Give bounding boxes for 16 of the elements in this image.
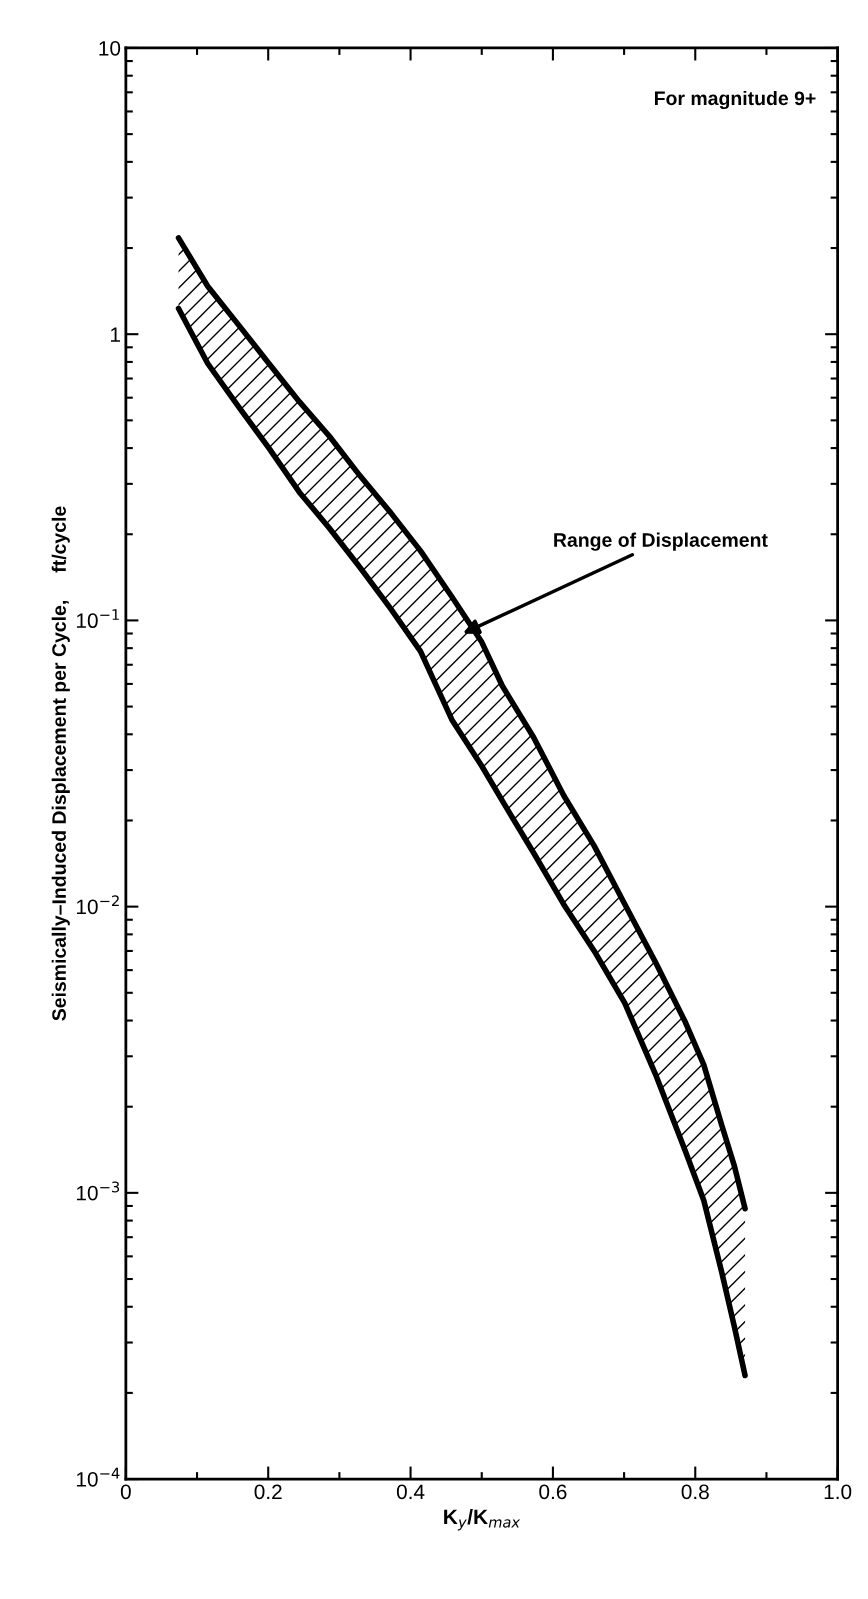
x-tick-label: 0.4 bbox=[396, 1484, 425, 1500]
x-tick-label: 0 bbox=[120, 1484, 131, 1500]
x-tick-label: 0.8 bbox=[681, 1484, 709, 1500]
y-tick-label: 10$^{−1}$ bbox=[76, 609, 119, 629]
y-tick-label: 10$^{−2}$ bbox=[76, 895, 119, 915]
x-tick-label: 1.0 bbox=[824, 1484, 852, 1500]
x-axis-title: K$_{y}$/K$_{max}$ bbox=[444, 1508, 521, 1531]
y-tick-label: 1 bbox=[111, 327, 120, 342]
annotation: For magnitude 9+ bbox=[654, 90, 816, 110]
y-tick-label: 10 bbox=[99, 40, 121, 56]
x-tick-label: 0.2 bbox=[254, 1484, 282, 1500]
y-axis-title: Seismically–Induced Displacement per Cycle, ft/cycle bbox=[51, 506, 70, 1021]
y-tick-label: 10$^{−3}$ bbox=[76, 1181, 120, 1201]
x-tick-label: 0.6 bbox=[539, 1484, 567, 1500]
y-tick-label: 10$^{−4}$ bbox=[76, 1467, 120, 1487]
annotation: Range of Displacement bbox=[554, 532, 768, 551]
